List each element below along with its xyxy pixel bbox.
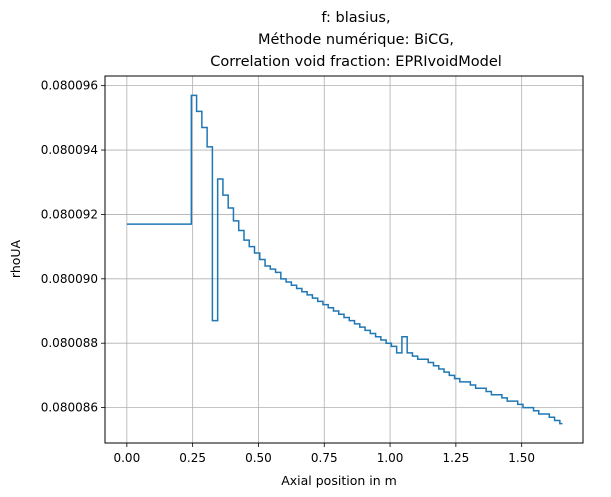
y-tick-label: 0.080094 xyxy=(41,143,98,157)
x-tick-label: 0.00 xyxy=(113,451,140,465)
x-tick-label: 0.50 xyxy=(245,451,272,465)
chart-title-line-1: f: blasius, xyxy=(321,10,390,26)
x-tick-label: 1.25 xyxy=(443,451,470,465)
plot-frame xyxy=(104,75,584,444)
x-tick-label: 1.00 xyxy=(377,451,404,465)
y-tick-label: 0.080092 xyxy=(41,207,98,221)
y-axis-label: rhoUA xyxy=(8,239,23,278)
x-tick-label: 1.50 xyxy=(508,451,535,465)
y-tick-label: 0.080090 xyxy=(41,272,98,286)
y-axis: 0.080086 0.080088 0.080090 0.080092 0.080094… xyxy=(41,79,105,415)
x-axis-label: Axial position in m xyxy=(281,473,397,488)
y-tick-label: 0.080088 xyxy=(41,336,98,350)
series-line xyxy=(126,94,563,425)
y-tick-label: 0.080086 xyxy=(41,401,98,415)
grid xyxy=(105,76,583,443)
chart-title-line-3: Correlation void fraction: EPRIvoidModel xyxy=(210,54,502,70)
x-tick-label: 0.75 xyxy=(311,451,338,465)
y-tick-label: 0.080096 xyxy=(41,79,98,93)
x-tick-label: 0.25 xyxy=(179,451,206,465)
series xyxy=(126,94,563,425)
chart-title-line-2: Méthode numérique: BiCG, xyxy=(258,32,454,48)
x-axis: 0.00 0.25 0.50 0.75 1.00 1.25 1.50 xyxy=(113,443,535,465)
